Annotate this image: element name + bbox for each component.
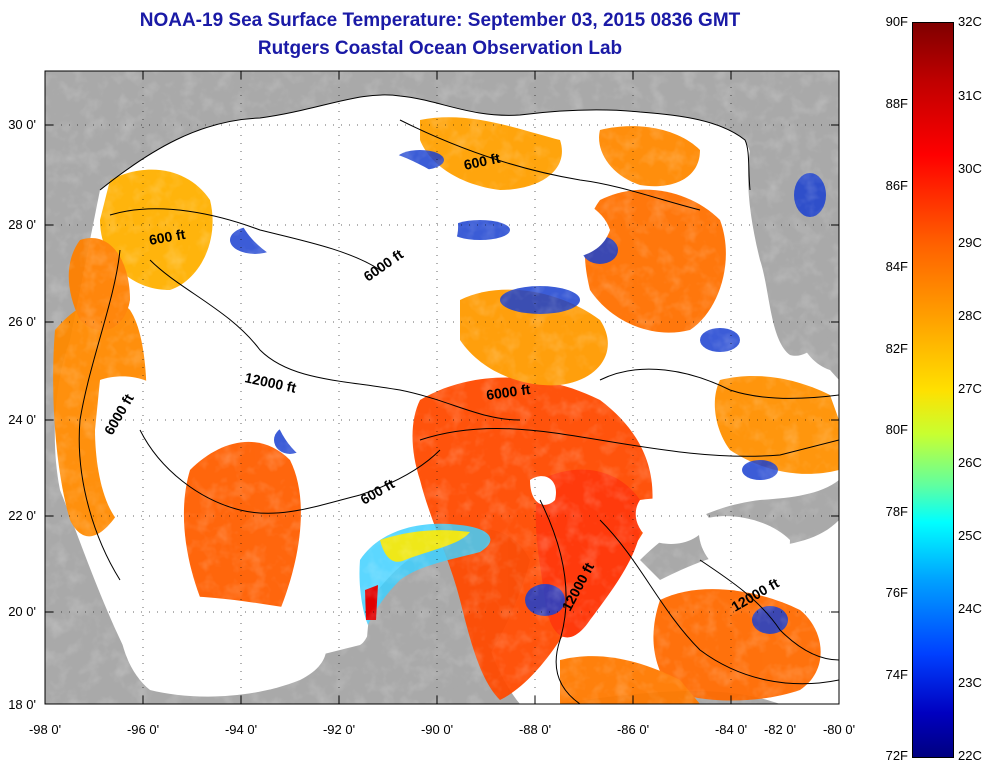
map-title: NOAA-19 Sea Surface Temperature: Septemb…: [139, 10, 741, 31]
colorbar-c-32: 32C: [958, 14, 982, 29]
axis-ticks: [45, 71, 839, 704]
texture-overlay: [45, 71, 839, 704]
lat-label-20: 20 0': [8, 604, 36, 619]
colorbar-c-26: 26C: [958, 455, 982, 470]
colorbar-c-23: 23C: [958, 675, 982, 690]
contour-label-6000ft-3: 6000 ft: [485, 381, 531, 403]
map-subtitle: Rutgers Coastal Ocean Observation Lab: [257, 38, 623, 59]
colorbar-c-27: 27C: [958, 381, 982, 396]
colorbar-f-82: 82F: [885, 341, 908, 356]
lon-label-90: -90 0': [420, 722, 454, 737]
colorbar-f-74: 74F: [885, 667, 908, 682]
colorbar-c-25: 25C: [958, 528, 982, 543]
colorbar-f-84: 84F: [885, 259, 908, 274]
colorbar-c-31: 31C: [958, 88, 982, 103]
lon-label-98: -98 0': [28, 722, 62, 737]
lon-label-96: -96 0': [126, 722, 160, 737]
colorbar-f-88: 88F: [885, 96, 908, 111]
lon-label-82: -82 0': [763, 722, 797, 737]
colorbar-f-76: 76F: [885, 585, 908, 600]
plot-frame: [44, 70, 840, 705]
contour-label-600ft-1: 600 ft: [462, 150, 501, 173]
lat-label-26: 26 0': [8, 314, 36, 329]
lon-label-94: -94 0': [224, 722, 258, 737]
lon-label-88: -88 0': [518, 722, 552, 737]
colorbar-f-72: 72F: [885, 748, 908, 763]
temperature-colorbar: [912, 22, 954, 758]
colorbar-c-28: 28C: [958, 308, 982, 323]
contour-label-600ft-2: 600 ft: [148, 226, 187, 248]
lon-label-86: -86 0': [616, 722, 650, 737]
lon-label-84: -84 0': [714, 722, 748, 737]
lon-label-80: -80 0': [822, 722, 856, 737]
lat-label-22: 22 0': [8, 508, 36, 523]
lat-label-18: 18 0': [8, 697, 36, 712]
colorbar-c-29: 29C: [958, 235, 982, 250]
colorbar-f-90: 90F: [885, 14, 908, 29]
lat-label-24: 24 0': [8, 412, 36, 427]
colorbar-f-80: 80F: [885, 422, 908, 437]
colorbar-c-22: 22C: [958, 748, 982, 763]
lat-label-28: 28 0': [8, 217, 36, 232]
colorbar-c-30: 30C: [958, 161, 982, 176]
lon-label-92: -92 0': [322, 722, 356, 737]
colorbar-f-78: 78F: [885, 504, 908, 519]
colorbar-c-24: 24C: [958, 601, 982, 616]
lat-label-30: 30 0': [8, 117, 36, 132]
colorbar-f-86: 86F: [885, 178, 908, 193]
